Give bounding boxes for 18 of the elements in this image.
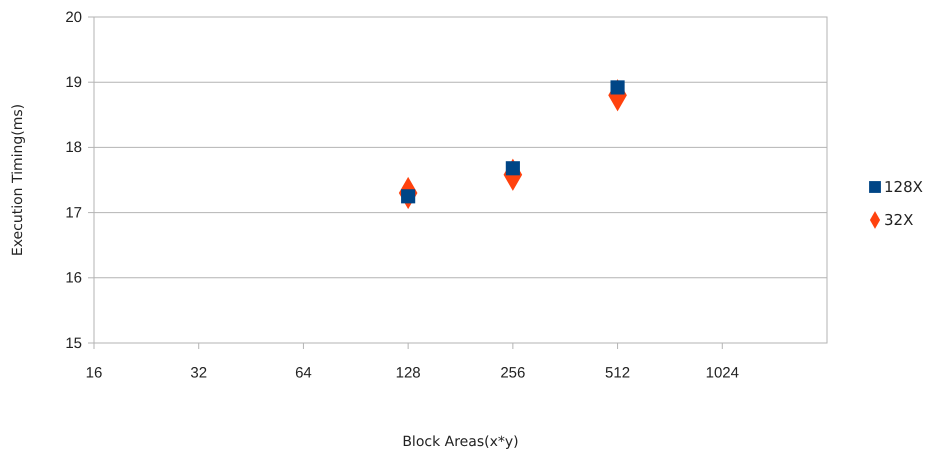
legend-label: 32X (884, 211, 914, 229)
y-tick-label: 19 (65, 74, 82, 91)
x-tick-label: 512 (605, 364, 630, 382)
x-axis-title: Block Areas(x*y) (402, 434, 519, 450)
y-tick-label: 16 (65, 270, 82, 287)
y-tick-label: 17 (65, 204, 82, 222)
legend-label: 128X (884, 178, 923, 196)
y-tick-label: 15 (65, 334, 82, 352)
x-tick-label: 32 (190, 364, 208, 382)
x-tick-label: 1024 (706, 364, 739, 382)
y-axis-title: Execution Timing(ms) (10, 104, 26, 256)
x-tick-label: 64 (295, 364, 312, 382)
y-tick-label: 18 (65, 139, 82, 156)
y-tick-label: 20 (65, 8, 82, 26)
point (610, 80, 625, 94)
x-tick-label: 16 (86, 364, 102, 382)
x-tick-label: 256 (500, 364, 526, 382)
x-tick-label: 128 (396, 364, 421, 382)
